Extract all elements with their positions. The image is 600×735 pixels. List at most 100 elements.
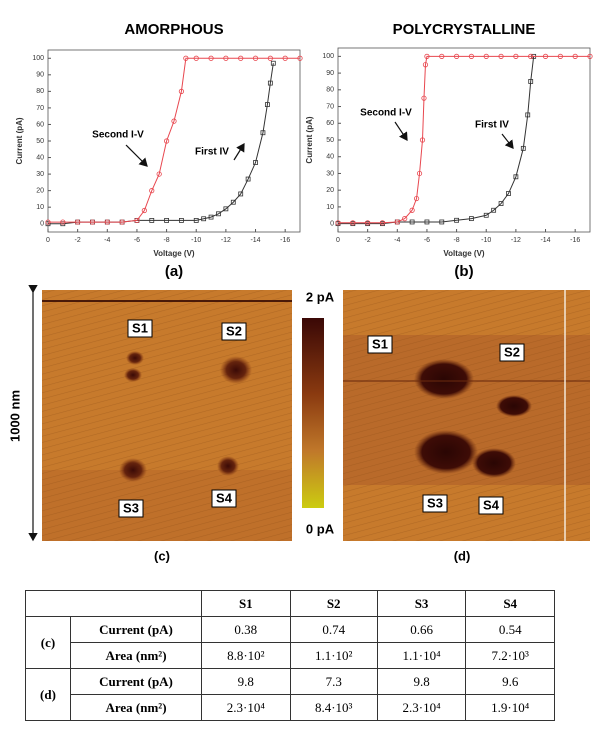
point xyxy=(253,160,258,165)
point xyxy=(409,219,415,225)
point xyxy=(238,55,244,61)
point xyxy=(402,216,408,222)
x-tick-label: -16 xyxy=(570,237,580,244)
point xyxy=(506,191,511,196)
row-label: Area (nm²) xyxy=(70,642,202,669)
cell: 7.3 xyxy=(289,668,378,695)
point xyxy=(104,219,110,225)
point xyxy=(297,55,303,61)
series-line xyxy=(48,63,274,225)
y-tick-label: 100 xyxy=(32,55,44,62)
point xyxy=(171,118,177,124)
panel-caption: (d) xyxy=(454,548,471,563)
series-label: First IV xyxy=(195,147,229,158)
point xyxy=(119,219,125,225)
spot-label: S2 xyxy=(226,323,242,338)
point xyxy=(483,212,489,218)
x-tick-label: -10 xyxy=(191,237,201,244)
cell: 9.8 xyxy=(376,668,467,695)
chart-caption: (a) xyxy=(165,263,183,280)
point xyxy=(468,53,475,59)
point xyxy=(163,138,170,144)
cell: 0.54 xyxy=(465,616,555,643)
point xyxy=(528,53,534,59)
x-tick-label: -2 xyxy=(75,237,81,244)
y-tick-label: 20 xyxy=(36,187,44,194)
x-tick-label: -10 xyxy=(481,237,491,244)
point xyxy=(245,176,251,182)
cell: 7.2·10³ xyxy=(465,642,555,669)
point xyxy=(208,55,214,61)
point xyxy=(350,220,356,226)
colorbar-min: 0 pA xyxy=(306,521,335,536)
point xyxy=(164,218,169,223)
cell: 1.1·10² xyxy=(289,642,378,669)
x-tick-label: -4 xyxy=(104,237,110,244)
column-header: S3 xyxy=(376,590,467,617)
point xyxy=(252,55,259,61)
series-label: First IV xyxy=(475,120,509,131)
point xyxy=(422,62,429,68)
point xyxy=(149,188,155,194)
series-label: Second I-V xyxy=(92,130,144,141)
x-tick-label: -6 xyxy=(134,237,140,244)
y-tick-label: 40 xyxy=(36,154,44,161)
point xyxy=(335,220,341,226)
plot-frame xyxy=(337,47,591,233)
y-tick-label: 40 xyxy=(326,154,334,161)
chart-title: AMORPHOUS xyxy=(124,21,223,38)
point xyxy=(45,219,51,225)
point xyxy=(439,219,445,225)
spot-label: S1 xyxy=(132,320,148,335)
x-tick-label: 0 xyxy=(336,237,340,244)
point xyxy=(60,219,66,225)
table-corner xyxy=(25,590,202,617)
x-tick-label: -12 xyxy=(511,237,521,244)
y-tick-label: 90 xyxy=(36,72,44,79)
y-tick-label: 50 xyxy=(326,137,334,144)
figure-graphics: 1000 nm 2 pA 0 pA S1 S2 S3 S4 S1 S2 S3 S… xyxy=(7,21,593,563)
point xyxy=(75,219,81,225)
point xyxy=(179,218,184,223)
y-tick-label: 0 xyxy=(330,220,334,227)
point xyxy=(223,55,229,61)
map-d xyxy=(343,290,590,541)
series-line xyxy=(48,57,300,223)
point xyxy=(513,174,519,180)
group-label: (c) xyxy=(25,616,71,669)
series-line xyxy=(338,55,590,224)
spot-label: S4 xyxy=(483,497,500,512)
map-c xyxy=(42,290,292,541)
point xyxy=(379,220,386,226)
y-tick-label: 100 xyxy=(322,53,334,60)
chart-caption: (b) xyxy=(454,263,473,280)
point xyxy=(216,211,221,217)
y-tick-label: 0 xyxy=(40,221,44,228)
cell: 0.74 xyxy=(289,616,378,643)
summary-table: S1 S2 S3 S4 (c) Current (pA) 0.38 0.74 0… xyxy=(25,590,555,721)
y-tick-label: 90 xyxy=(326,70,334,77)
y-tick-label: 10 xyxy=(326,204,334,211)
spot-label: S3 xyxy=(123,500,139,515)
point xyxy=(267,55,273,61)
point xyxy=(264,102,270,107)
cell: 0.38 xyxy=(201,616,291,643)
cell: 8.8·10² xyxy=(201,642,291,669)
y-tick-label: 70 xyxy=(36,105,44,112)
point xyxy=(282,55,288,61)
point xyxy=(156,171,162,177)
point xyxy=(267,80,273,86)
colorbar-max: 2 pA xyxy=(306,289,335,304)
row-label: Current (pA) xyxy=(70,616,202,643)
x-tick-label: -14 xyxy=(540,237,550,244)
x-tick-label: 0 xyxy=(46,237,50,244)
point xyxy=(587,53,593,59)
series-arrow xyxy=(394,121,408,141)
y-tick-label: 60 xyxy=(36,121,44,128)
spot-label: S2 xyxy=(504,344,520,359)
x-tick-label: -8 xyxy=(453,237,459,244)
spot-labels-d: S1 S2 S3 S4 xyxy=(367,335,525,515)
y-tick-label: 70 xyxy=(326,103,334,110)
point xyxy=(439,53,445,59)
